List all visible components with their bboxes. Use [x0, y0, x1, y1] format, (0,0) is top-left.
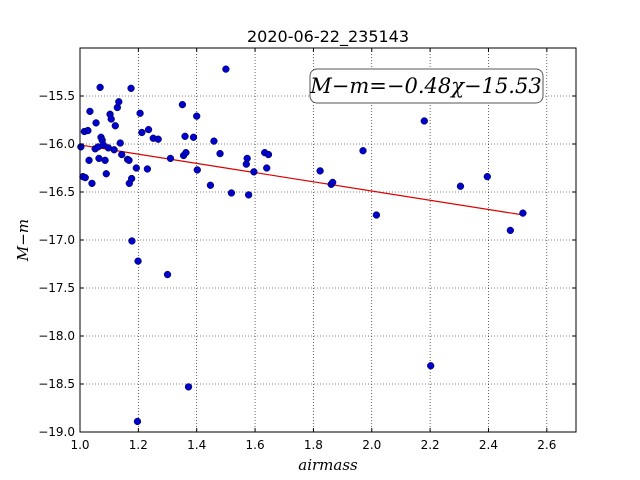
data-point	[210, 137, 218, 145]
y-axis-label: M−m	[14, 219, 32, 262]
data-point	[81, 173, 89, 182]
data-point	[132, 164, 140, 172]
data-point	[125, 156, 133, 164]
data-point	[101, 156, 109, 164]
data-point	[244, 191, 253, 199]
x-tick-label: 2.0	[362, 438, 381, 452]
data-point	[92, 119, 100, 127]
data-point	[329, 178, 337, 187]
data-point	[118, 150, 126, 159]
y-tick-labels: −15.5 −16.0 −16.5 −17.0 −17.5 −18.0 −18.5 −19.0	[38, 89, 75, 439]
data-point	[144, 125, 153, 134]
x-tick-label: 2.4	[479, 438, 498, 452]
data-point	[110, 146, 118, 154]
fit-line	[79, 144, 524, 216]
data-point	[136, 109, 144, 117]
data-point	[184, 383, 193, 391]
data-point	[138, 128, 146, 137]
data-point	[506, 226, 515, 235]
data-point	[189, 133, 198, 141]
data-point	[166, 154, 175, 163]
x-axis-label: airmass	[298, 456, 358, 474]
data-point	[456, 182, 465, 190]
data-point	[115, 98, 123, 106]
data-point	[250, 168, 258, 176]
x-tick-label: 1.4	[187, 438, 206, 452]
fit-layer	[79, 144, 524, 216]
data-point	[154, 135, 162, 143]
x-tick-label: 1.2	[129, 438, 148, 452]
data-point	[181, 132, 189, 140]
data-point	[372, 211, 381, 219]
data-point	[193, 166, 201, 174]
data-point	[107, 115, 115, 123]
y-tick-label: −18.5	[38, 377, 75, 391]
data-point	[178, 100, 187, 109]
data-point	[128, 237, 136, 245]
chart-title: 2020-06-22_235143	[247, 27, 409, 47]
data-point	[243, 154, 251, 163]
data-point	[134, 257, 142, 265]
data-point	[88, 179, 96, 188]
data-point	[519, 209, 527, 217]
annotation-box	[309, 68, 544, 104]
x-tick-label: 2.2	[421, 438, 440, 452]
data-point	[116, 139, 124, 147]
data-point	[420, 117, 428, 125]
y-tick-label: −17.0	[38, 233, 75, 247]
y-tick-label: −16.0	[38, 137, 75, 151]
data-point	[86, 107, 94, 116]
data-points	[77, 65, 527, 426]
data-point	[483, 172, 491, 181]
data-point	[95, 154, 103, 163]
data-point	[85, 156, 93, 164]
y-tick-label: −17.5	[38, 281, 75, 295]
data-point	[264, 150, 273, 159]
data-point	[359, 147, 367, 155]
data-point	[127, 174, 136, 183]
y-tick-label: −18.0	[38, 329, 75, 343]
data-point	[222, 65, 230, 73]
data-point	[427, 362, 435, 370]
data-point	[206, 181, 215, 189]
x-tick-label: 1.8	[304, 438, 323, 452]
data-point	[133, 417, 142, 426]
data-point	[316, 167, 324, 175]
data-point	[182, 148, 190, 157]
fit-annotation: M−m=−0.48χ−15.53	[309, 68, 544, 104]
data-point	[84, 126, 92, 135]
data-point	[263, 164, 271, 172]
axis-ticks	[79, 48, 576, 433]
data-point	[163, 270, 172, 279]
plot-background	[80, 48, 576, 432]
x-tick-labels: 1.0 1.2 1.4 1.6 1.8 2.0 2.2 2.4 2.6	[70, 438, 556, 452]
data-point	[127, 84, 135, 92]
data-point	[227, 189, 236, 197]
data-point	[143, 165, 152, 173]
data-point	[77, 143, 85, 151]
x-tick-label: 1.6	[246, 438, 265, 452]
data-point	[102, 170, 110, 178]
x-tick-label: 2.6	[537, 438, 556, 452]
data-point	[96, 83, 104, 92]
y-tick-label: −16.5	[38, 185, 75, 199]
y-tick-label: −19.0	[38, 425, 75, 439]
data-point	[216, 149, 224, 158]
data-point	[193, 112, 201, 120]
data-point	[111, 122, 119, 130]
x-tick-label: 1.0	[70, 438, 89, 452]
annotation-text: M−m=−0.48χ−15.53	[309, 74, 541, 98]
y-tick-label: −15.5	[38, 89, 75, 103]
